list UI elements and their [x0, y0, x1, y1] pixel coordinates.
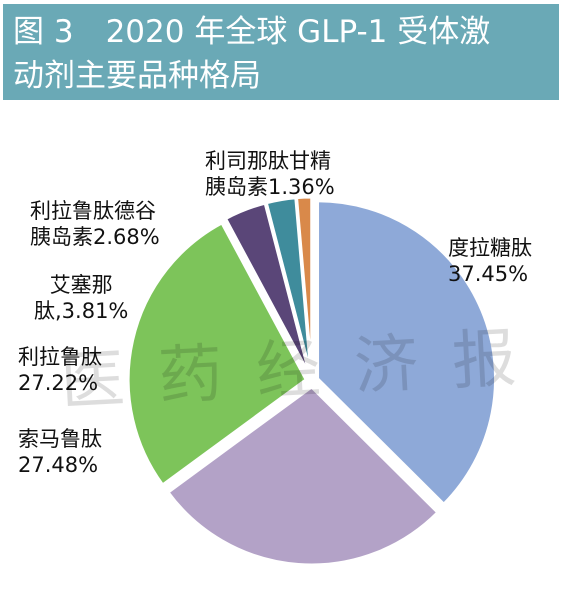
slice-label-value: 27.48% [18, 453, 99, 477]
slice-label-semaglutide: 索马鲁肽 27.48% [18, 426, 102, 478]
slice-label-name: 艾塞那 [49, 273, 113, 297]
title-line-2: 动剂主要品种格局 [13, 58, 261, 94]
title-banner: 图 3 2020 年全球 GLP-1 受体激 动剂主要品种格局 [3, 4, 559, 100]
slice-label-value: 胰岛素1.36% [205, 175, 335, 199]
slice-label-value: 37.45% [448, 262, 529, 286]
slice-label-value: 胰岛素2.68% [30, 225, 160, 249]
slice-label-dulaglutide: 度拉糖肽 37.45% [448, 235, 532, 287]
pie-slice-0 [316, 199, 497, 507]
slice-label-name: 度拉糖肽 [448, 236, 532, 260]
pie-slice-1 [165, 385, 440, 567]
slice-label-value: 27.22% [18, 371, 99, 395]
slice-label-idegLira: 利拉鲁肽德谷 胰岛素2.68% [30, 198, 160, 250]
pie-slice-2 [126, 220, 309, 488]
slice-label-name: 索马鲁肽 [18, 427, 102, 451]
slice-label-value: 肽,3.81% [34, 299, 129, 323]
figure-number: 图 3 [13, 14, 74, 50]
pie-chart-area: 度拉糖肽 37.45% 索马鲁肽 27.48% 利拉鲁肽 27.22% 艾塞那 … [0, 100, 565, 595]
slice-label-exenatide: 艾塞那 肽,3.81% [34, 272, 128, 324]
title-line-1: 图 3 2020 年全球 GLP-1 受体激 [13, 10, 549, 54]
slice-label-name: 利拉鲁肽德谷 [30, 199, 156, 223]
slice-label-liraglutide: 利拉鲁肽 27.22% [18, 344, 102, 396]
slice-label-name: 利拉鲁肽 [18, 345, 102, 369]
title-text-1: 2020 年全球 GLP-1 受体激 [105, 14, 491, 50]
pie-chart [126, 195, 497, 567]
slice-label-iGlarLixi: 利司那肽甘精 胰岛素1.36% [205, 148, 335, 200]
slice-label-name: 利司那肽甘精 [205, 149, 331, 173]
pie-slice-5 [294, 195, 314, 376]
